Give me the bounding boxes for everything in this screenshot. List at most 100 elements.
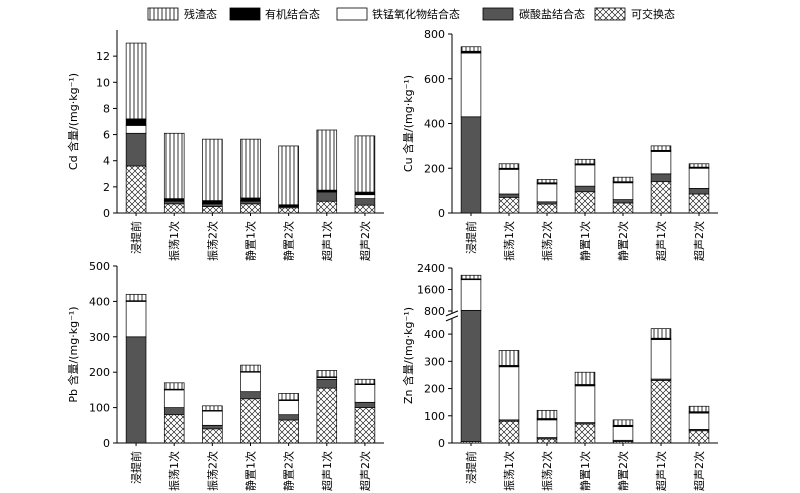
x-tick-label: 超声2次	[358, 451, 372, 491]
bar-residual	[650, 328, 672, 339]
y-axis-label: Cu 含量/(mg·kg⁻¹)	[401, 75, 415, 172]
x-tick-label: 静置2次	[616, 451, 630, 491]
legend-item-carbonate: 碳酸盐结合态	[482, 7, 585, 21]
x-tick-label: 振荡1次	[502, 451, 516, 491]
bar-carbonate	[688, 188, 710, 195]
x-tick-label: 振荡2次	[540, 221, 554, 261]
y-tick-label: 6	[103, 129, 110, 142]
bar-femn	[163, 389, 185, 408]
bar-residual	[536, 179, 558, 184]
y-axis-label: Pb 含量/(mg·kg⁻¹)	[66, 306, 80, 402]
bar-carbonate	[316, 378, 338, 389]
bar-femn	[688, 167, 710, 189]
bar-carbonate	[498, 193, 520, 198]
bar-residual	[202, 405, 223, 411]
legend-swatch-residual	[147, 7, 179, 21]
legend-item-organic: 有机结合态	[229, 7, 320, 21]
bar-femn	[460, 52, 482, 118]
legend-label-organic: 有机结合态	[265, 7, 320, 21]
bar-exchangeable	[574, 191, 596, 214]
bar-carbonate	[240, 391, 261, 400]
bar-femn	[354, 384, 376, 403]
x-tick-label: 超声2次	[358, 221, 372, 261]
bar-residual	[316, 129, 338, 191]
bar-residual	[574, 158, 596, 165]
bar-residual	[612, 176, 634, 183]
bar-carbonate	[574, 185, 596, 193]
x-tick-label: 静置2次	[282, 451, 296, 491]
bar-carbonate	[202, 203, 223, 207]
bar-exchangeable	[688, 193, 710, 214]
x-tick-label: 振荡1次	[167, 451, 181, 491]
legend-item-femn: 铁锰氧化物结合态	[336, 7, 460, 21]
chart-zn: 0 100 200 300 400 800 1600 2400 Zn 含量/(mg·kg⁻¹) 浸…	[401, 262, 718, 491]
bar-exchangeable	[202, 206, 223, 214]
axis-break	[446, 312, 458, 319]
y-tick-label: 500	[89, 260, 110, 273]
y-tick-label: 300	[89, 331, 110, 344]
x-tick-label: 超声1次	[320, 451, 334, 491]
y-tick-label: 200	[89, 366, 110, 379]
bar-carbonate	[354, 198, 376, 206]
bar-carbonate	[125, 132, 147, 167]
bar-residual	[125, 293, 147, 302]
legend-label-carbonate: 碳酸盐结合态	[519, 7, 585, 21]
x-tick-label: 超声1次	[320, 221, 334, 261]
chart-cd: 0 2 4 6 8 10 12 Cd 含量/(mg·kg⁻¹) 浸提前 振荡1次 振荡2次 静置1次 静…	[66, 30, 384, 261]
y-tick-label: 400	[89, 295, 110, 308]
x-tick-label: 静置1次	[578, 221, 592, 261]
bar-exchangeable	[240, 398, 261, 444]
legend-label-residual: 残渣态	[184, 7, 217, 21]
bar-femn	[574, 164, 596, 187]
bar-residual	[125, 42, 147, 120]
y-axis-label: Zn 含量/(mg·kg⁻¹)	[401, 307, 415, 404]
bar-residual	[202, 138, 223, 201]
bar-residual	[650, 145, 672, 151]
legend: 残渣态 有机结合态 铁锰氧化物结合态 碳酸盐结合态 可交换态	[147, 7, 675, 21]
x-tick-label: 超声1次	[654, 221, 668, 261]
bar-residual	[354, 378, 376, 385]
bar-exchangeable	[498, 420, 520, 444]
bar-carbonate	[202, 424, 223, 430]
bar-residual	[688, 405, 710, 413]
bar-residual	[354, 135, 376, 193]
y-tick-label: 300	[424, 355, 445, 368]
bar-femn	[612, 182, 634, 200]
bar-femn	[460, 279, 482, 311]
bar-carbonate	[316, 191, 338, 202]
bar-carbonate	[612, 199, 634, 204]
legend-swatch-carbonate	[482, 7, 514, 21]
bar-exchangeable	[536, 438, 558, 444]
y-tick-label: 600	[424, 73, 445, 86]
bar-residual	[460, 274, 482, 280]
y-tick-label: 4	[103, 155, 110, 168]
bar-femn	[650, 339, 672, 380]
chart-cu: 0 200 400 600 800 Cu 含量/(mg·kg⁻¹) 浸提前 振荡1次 振荡2次 静…	[401, 28, 718, 261]
bar-residual	[574, 371, 596, 385]
y-tick-label: 800	[424, 28, 445, 41]
bar-residual	[498, 163, 520, 169]
bar-femn	[354, 194, 376, 199]
bar-exchangeable	[574, 423, 596, 444]
x-tick-label: 超声1次	[654, 451, 668, 491]
bar-carbonate	[163, 200, 185, 205]
legend-swatch-femn	[336, 7, 368, 21]
x-tick-label: 浸提前	[464, 221, 478, 254]
bar-organic	[202, 200, 223, 204]
legend-item-residual: 残渣态	[147, 7, 217, 21]
legend-item-exchangeable: 可交换态	[594, 7, 675, 21]
y-tick-label: 0	[103, 207, 110, 220]
y-tick-label: 10	[96, 76, 110, 89]
bar-exchangeable	[278, 207, 299, 214]
bar-femn	[498, 169, 520, 195]
bar-femn	[498, 366, 520, 421]
y-axis-label: Cd 含量/(mg·kg⁻¹)	[66, 73, 80, 170]
x-tick-label: 浸提前	[129, 451, 143, 484]
bar-femn	[278, 400, 299, 416]
bar-exchangeable	[202, 428, 223, 444]
bar-residual	[278, 393, 299, 401]
bar-exchangeable	[354, 407, 376, 444]
bar-exchangeable	[354, 204, 376, 214]
x-tick-label: 振荡2次	[205, 221, 219, 261]
x-tick-label: 超声2次	[692, 451, 706, 491]
